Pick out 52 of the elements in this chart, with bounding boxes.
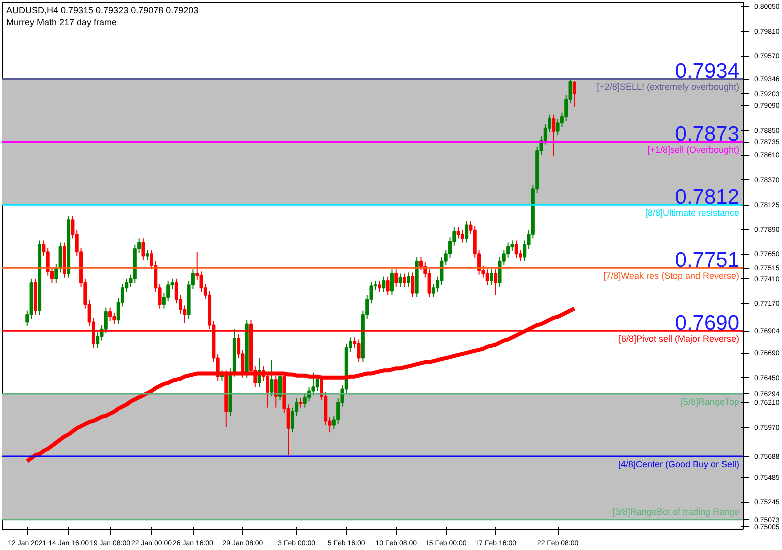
- candlestick: [108, 307, 112, 322]
- candlestick: [104, 307, 108, 334]
- ref-line-label: [3/8]RangeBot of trading Range: [612, 506, 740, 517]
- candlestick: [394, 269, 398, 288]
- candlestick: [506, 242, 510, 259]
- annotation: 0.7934: [675, 60, 740, 84]
- candlestick: [112, 312, 116, 325]
- candlestick: [460, 230, 464, 244]
- candlestick: [46, 247, 50, 276]
- ref-line-label: [6/8]Pivot sell (Major Reverse): [618, 334, 740, 344]
- candlestick: [58, 242, 62, 274]
- candlestick: [398, 273, 402, 288]
- annotation: 0.7690: [675, 312, 740, 336]
- candlestick: [465, 220, 469, 244]
- candlestick: [572, 81, 576, 108]
- annotation: 0.7812: [675, 186, 740, 210]
- text: Murrey Math 217 day frame: [6, 18, 118, 28]
- candlestick: [357, 339, 361, 363]
- candlestick: [382, 276, 386, 293]
- candlestick: [54, 264, 58, 284]
- candlestick: [390, 269, 394, 296]
- ref-line-label: [8/8]Ultimate resistance: [645, 208, 740, 218]
- candlestick: [411, 272, 415, 298]
- ref-line-label: [+2/8]SELL! (extremely overbought): [597, 82, 740, 92]
- annotation: 0.7751: [675, 249, 740, 272]
- ref-line-label: [7/8]Weak res (Stop and Reverse): [604, 271, 740, 282]
- ref-line-label: [5/8]RangeTop: [680, 396, 740, 407]
- candlestick: [299, 398, 303, 408]
- candlestick: [552, 114, 556, 157]
- candlestick: [456, 226, 460, 240]
- candlestick: [386, 276, 390, 296]
- candlestick: [378, 280, 382, 293]
- candlestick: [146, 250, 150, 261]
- candlestick: [428, 269, 432, 298]
- candlestick: [486, 269, 490, 286]
- candlestick: [407, 272, 411, 288]
- candlestick: [420, 256, 423, 272]
- candlestick: [490, 269, 494, 286]
- candlestick: [270, 360, 274, 397]
- candlestick: [514, 240, 518, 259]
- ref-line-label: [+1/8]sell (Overbought): [648, 145, 740, 156]
- candlestick: [142, 238, 146, 261]
- candlestick: [432, 284, 436, 298]
- candlestick: [274, 375, 278, 408]
- chart-title: AUDUSD,H4 0.79315 0.79323 0.79078 0.79203: [6, 6, 199, 16]
- annotation: 0.7873: [675, 123, 740, 146]
- candlestick: [402, 273, 406, 288]
- candlestick: [166, 280, 170, 302]
- ref-line-label: [4/8]Center (Good Buy or Sell): [618, 459, 740, 470]
- candlestick: [96, 332, 100, 348]
- candlestick: [303, 392, 307, 408]
- candlestick: [494, 269, 498, 296]
